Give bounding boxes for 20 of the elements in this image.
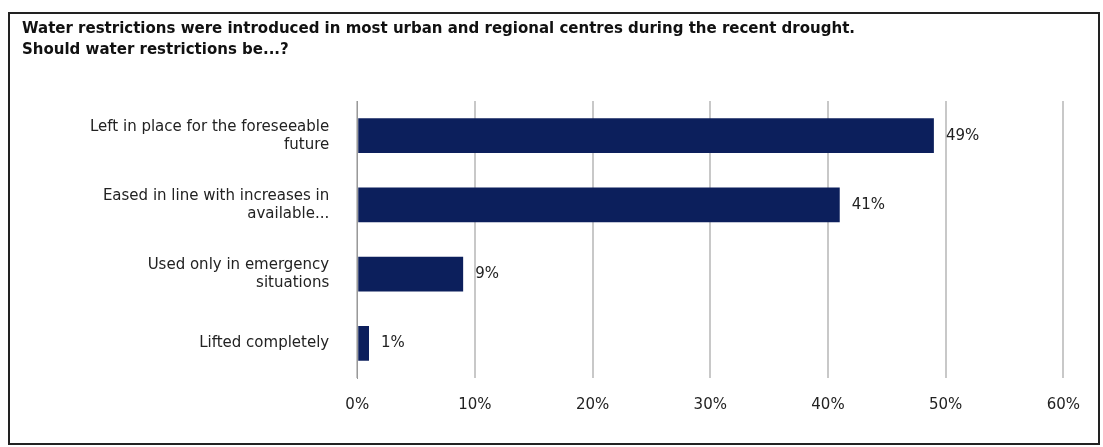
bar bbox=[358, 118, 934, 153]
x-tick-label: 10% bbox=[458, 394, 492, 413]
chart-title: Water restrictions were introduced in most urban and regional centres during the recent drought. Should water restrictions be...? bbox=[22, 18, 856, 60]
data-label: 9% bbox=[475, 264, 499, 283]
y-tick-label: Used only in emergency situations bbox=[147, 255, 330, 292]
bar bbox=[358, 256, 464, 292]
bar bbox=[358, 326, 370, 361]
y-tick-label: Eased in line with increases in available... bbox=[102, 185, 330, 222]
y-tick-label: Left in place for the foreseeable future bbox=[89, 116, 330, 153]
x-tick-label: 40% bbox=[811, 394, 845, 413]
x-tick-label: 0% bbox=[345, 394, 370, 413]
data-label: 49% bbox=[945, 125, 980, 144]
data-label: 41% bbox=[851, 194, 886, 213]
bar bbox=[358, 187, 840, 223]
x-tick-label: 60% bbox=[1046, 394, 1080, 413]
data-label: 1% bbox=[381, 333, 405, 352]
y-tick-label: Lifted completely bbox=[199, 333, 330, 352]
x-tick-label: 50% bbox=[928, 394, 963, 413]
x-tick-label: 30% bbox=[693, 394, 727, 413]
x-tick-label: 20% bbox=[575, 394, 610, 413]
